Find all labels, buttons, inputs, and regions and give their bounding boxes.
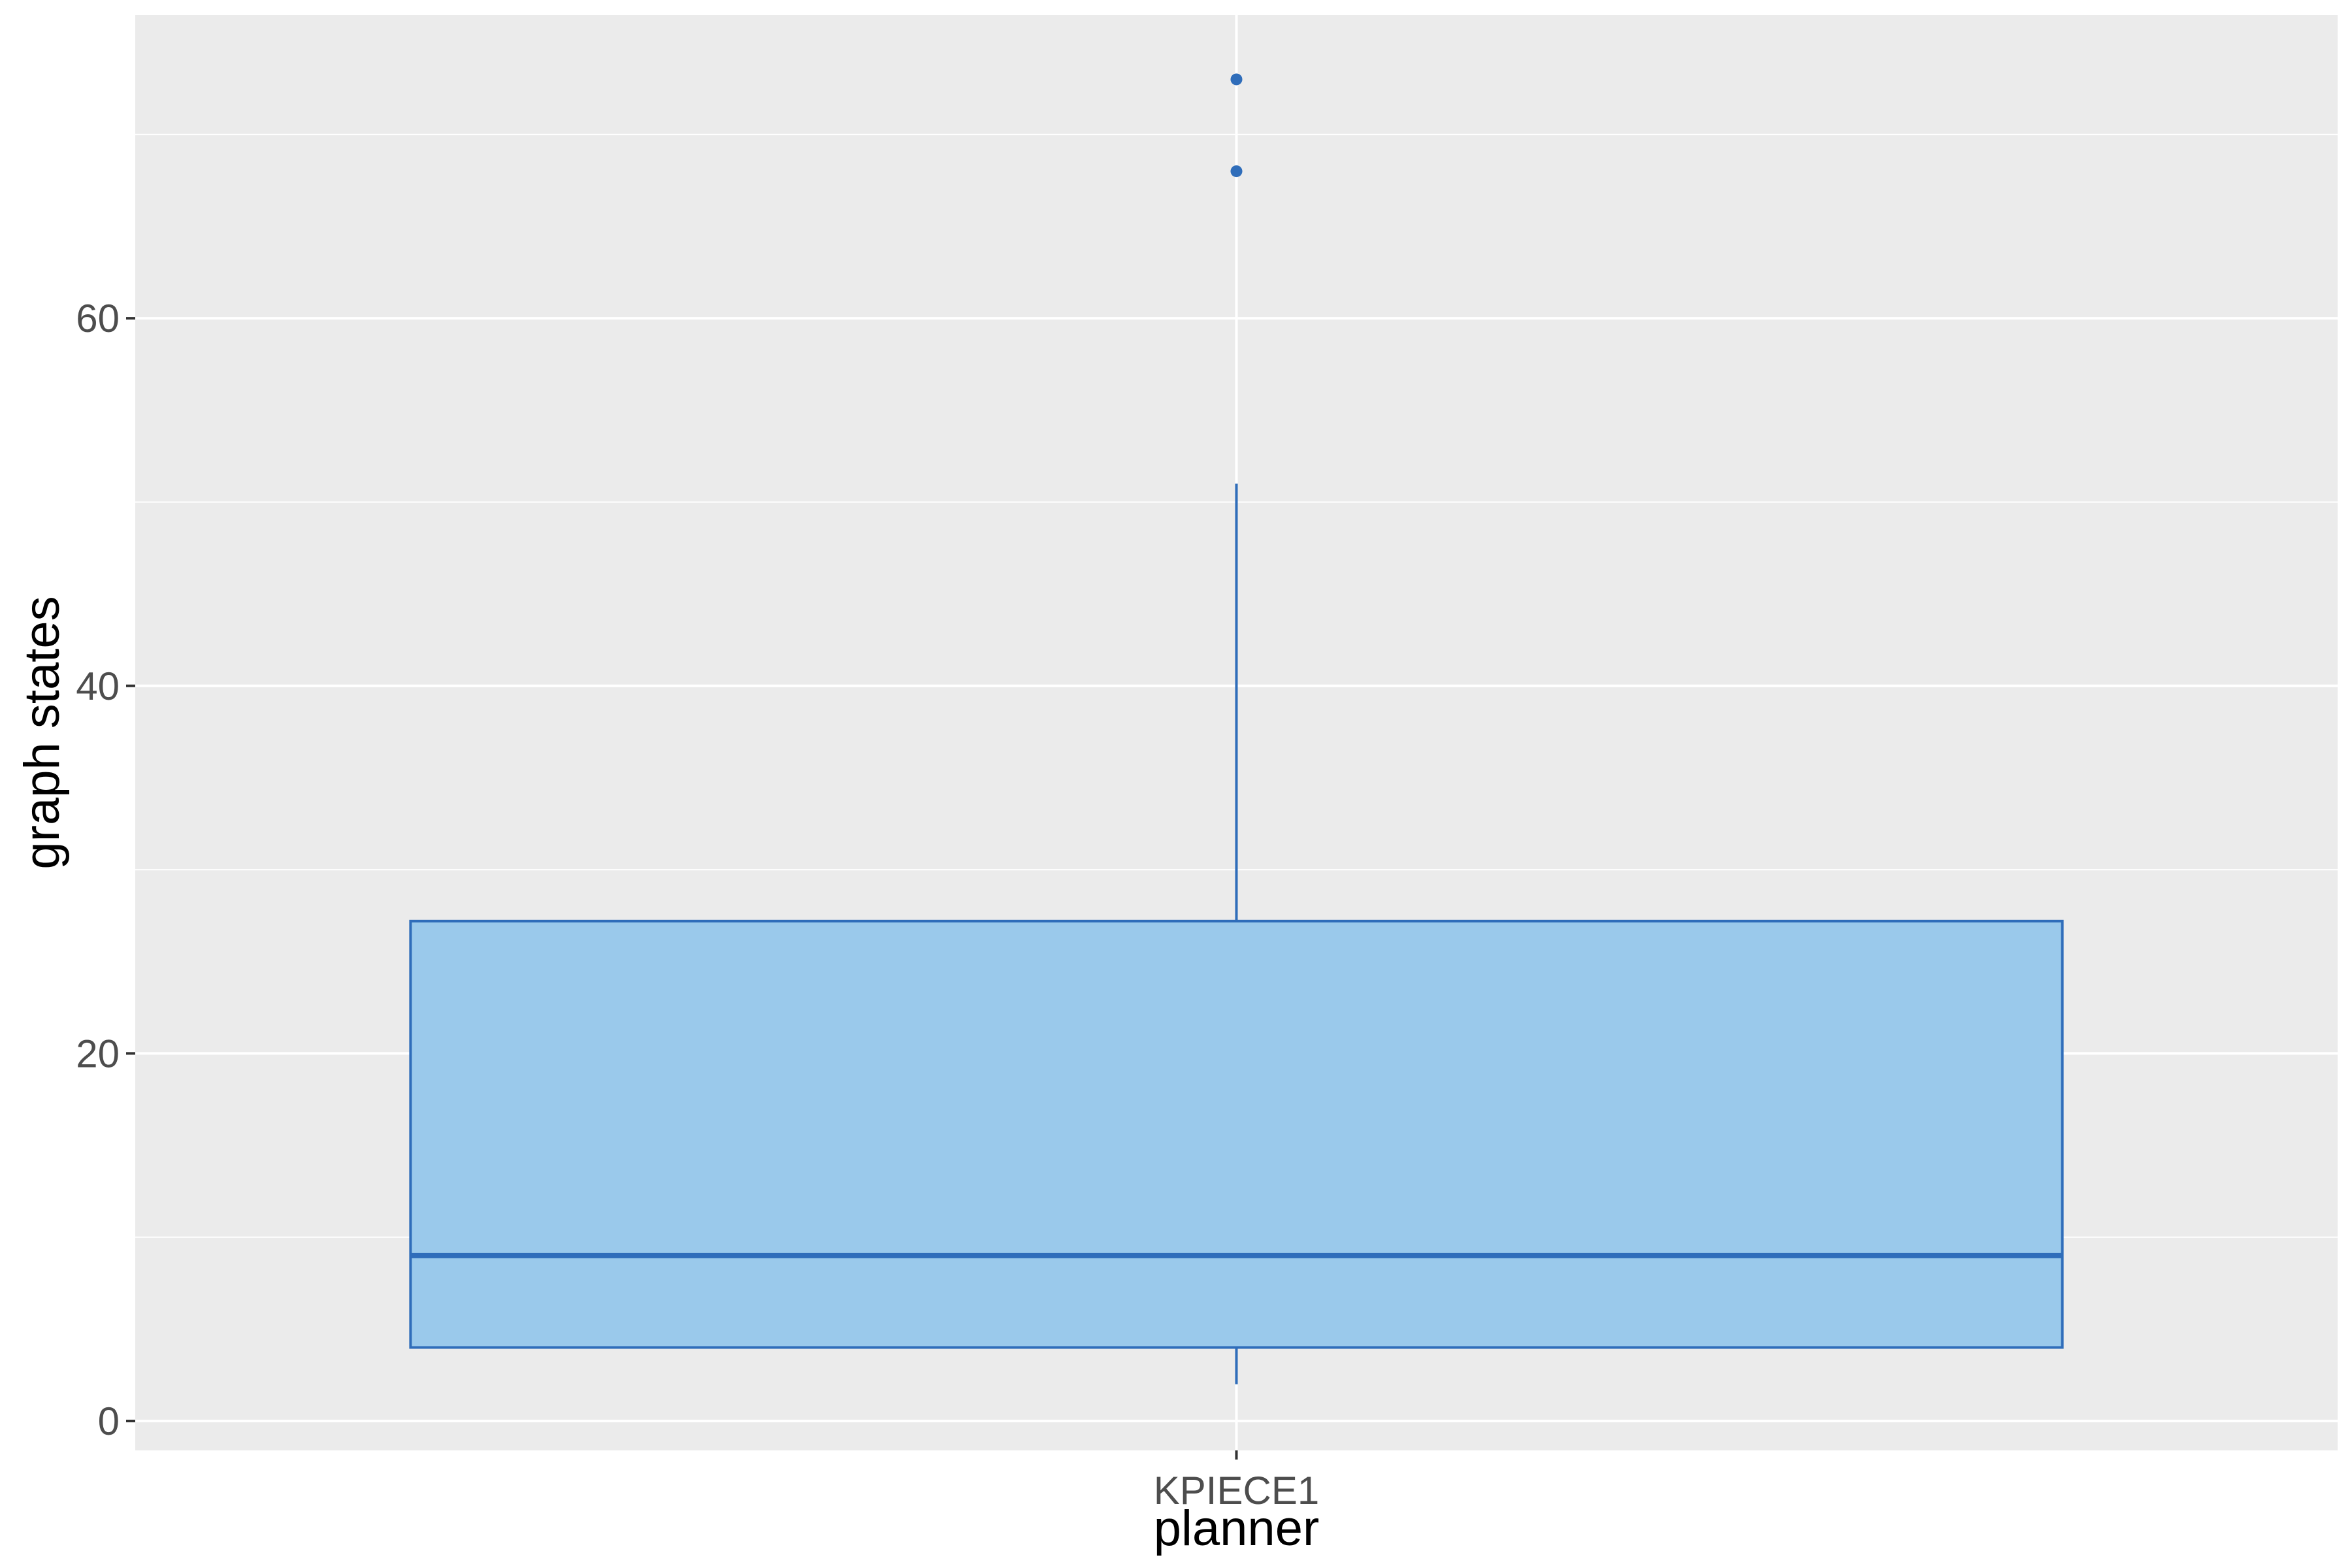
x-tick-label: KPIECE1: [1154, 1469, 1319, 1512]
y-tick-label: 0: [98, 1399, 120, 1443]
x-axis: KPIECE1: [1154, 1450, 1319, 1512]
outlier-point: [1230, 165, 1243, 178]
y-tick-label: 60: [76, 297, 120, 340]
outlier-point: [1230, 73, 1243, 86]
x-axis-title: planner: [1154, 1501, 1320, 1556]
box-0: [409, 73, 2064, 1384]
y-axis-title: graph states: [14, 596, 70, 869]
box-plot-marks: [409, 73, 2064, 1384]
y-tick-label: 20: [76, 1032, 120, 1075]
y-axis: 0 20 40 60: [76, 297, 135, 1443]
box-body: [409, 919, 2064, 1349]
y-tick-label: 40: [76, 664, 120, 708]
